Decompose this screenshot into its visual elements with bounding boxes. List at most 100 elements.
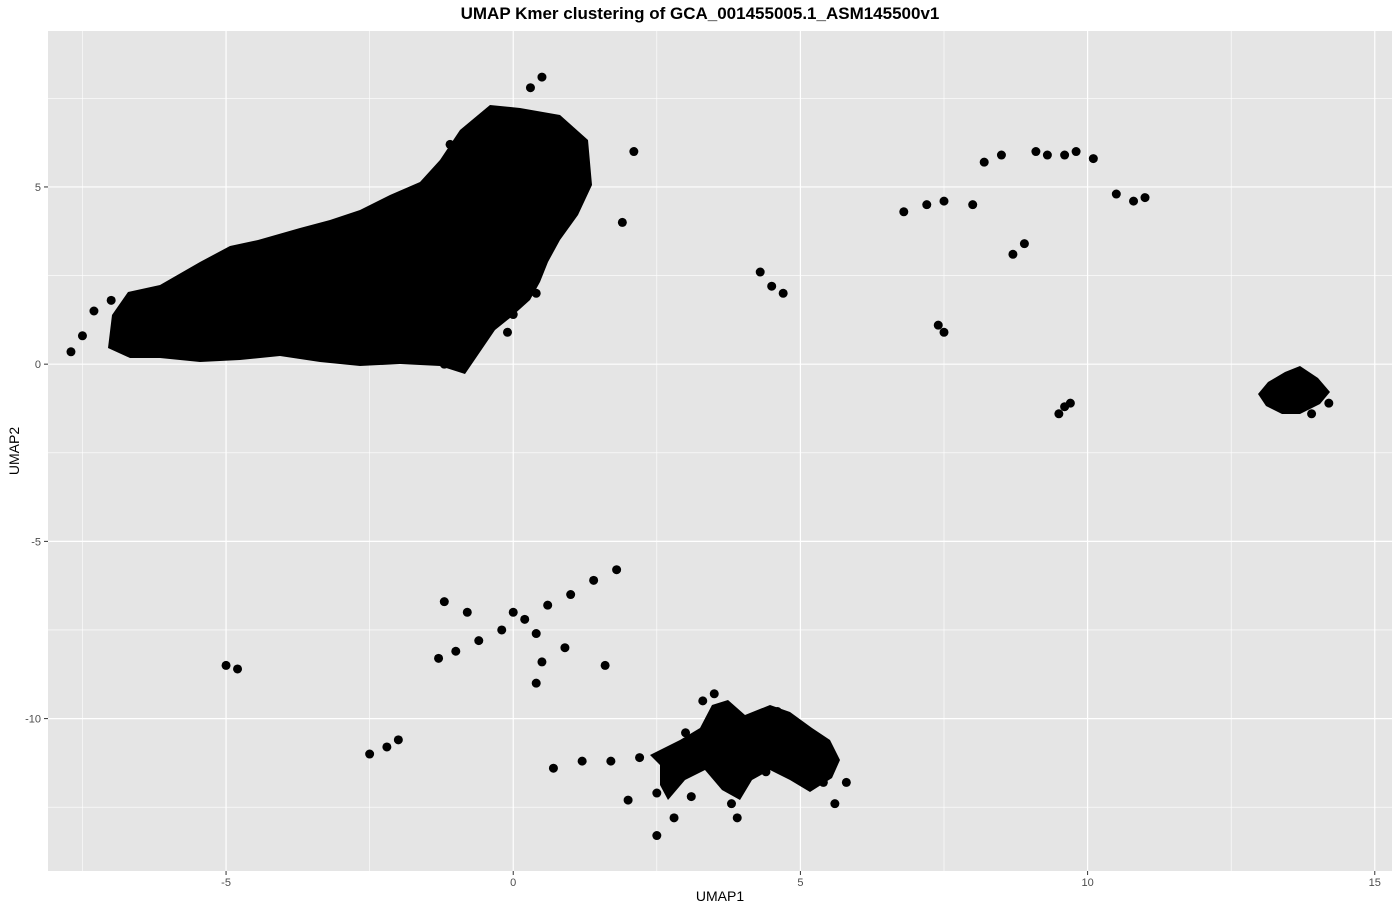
data-point [531, 288, 541, 298]
data-point [772, 707, 782, 717]
data-points [66, 72, 1334, 841]
data-point [1295, 373, 1305, 383]
data-point [244, 338, 254, 348]
data-point [187, 274, 197, 284]
data-point [135, 317, 145, 327]
data-point [749, 735, 759, 745]
data-point [77, 331, 87, 341]
y-tick-label: 0 [35, 359, 41, 371]
x-tick-label: 0 [510, 877, 516, 889]
main-cluster-blob [108, 105, 592, 374]
data-point [118, 338, 128, 348]
data-point [324, 232, 334, 242]
data-point [497, 625, 507, 635]
x-tick-label: 10 [1081, 877, 1093, 889]
data-point [709, 689, 719, 699]
data-point [1324, 398, 1334, 408]
data-point [393, 735, 403, 745]
data-point [1071, 147, 1081, 157]
axes: -5 0 5 10 15 -10 -5 0 5 [25, 182, 1381, 889]
data-point [497, 196, 507, 206]
data-point [612, 565, 622, 575]
data-point [761, 767, 771, 777]
data-point [1272, 391, 1282, 401]
data-point [531, 629, 541, 639]
data-point [439, 597, 449, 607]
data-point [577, 756, 587, 766]
data-point [336, 317, 346, 327]
data-point [807, 745, 817, 755]
data-point [152, 288, 162, 298]
data-point [451, 168, 461, 178]
data-point [560, 643, 570, 653]
data-point [767, 281, 777, 291]
data-point [520, 614, 530, 624]
data-point [508, 607, 518, 617]
y-tick-label: -5 [31, 536, 41, 548]
data-point [434, 653, 444, 663]
data-point [841, 777, 851, 787]
data-point [508, 310, 518, 320]
data-point [658, 749, 668, 759]
data-point [175, 302, 185, 312]
data-point [1008, 249, 1018, 259]
data-point [543, 175, 553, 185]
data-point [502, 327, 512, 337]
y-axis-label: UMAP2 [6, 426, 22, 476]
data-point [933, 320, 943, 330]
data-point [606, 756, 616, 766]
data-point [164, 345, 174, 355]
data-point [600, 660, 610, 670]
data-point [445, 139, 455, 149]
data-point [652, 788, 662, 798]
data-point [1111, 189, 1121, 199]
data-point [669, 813, 679, 823]
data-point [704, 742, 714, 752]
x-axis-label: UMAP1 [695, 888, 745, 904]
data-point [537, 72, 547, 82]
data-point [726, 799, 736, 809]
data-point [278, 267, 288, 277]
data-point [554, 210, 564, 220]
data-point [485, 111, 495, 121]
data-point [1019, 239, 1029, 249]
right-cluster-blob [1258, 366, 1330, 414]
data-point [365, 749, 375, 759]
data-point [531, 678, 541, 688]
data-point [439, 359, 449, 369]
data-point [1065, 398, 1075, 408]
x-tick-label: -5 [221, 877, 231, 889]
data-point [1140, 193, 1150, 203]
data-point [1289, 380, 1299, 390]
data-point [405, 302, 415, 312]
data-point [462, 607, 472, 617]
data-point [629, 147, 639, 157]
data-point [681, 728, 691, 738]
data-point [738, 749, 748, 759]
bottom-cluster-blob [650, 700, 840, 800]
data-point [313, 288, 323, 298]
data-point [233, 281, 243, 291]
data-point [233, 664, 243, 674]
data-point [416, 189, 426, 199]
data-point [778, 288, 788, 298]
data-point [755, 267, 765, 277]
data-point [451, 646, 461, 656]
data-point [1129, 196, 1139, 206]
data-point [256, 253, 266, 263]
data-point [686, 792, 696, 802]
data-point [1031, 147, 1041, 157]
data-point [525, 83, 535, 93]
data-point [1284, 402, 1294, 412]
data-point [491, 154, 501, 164]
data-point [428, 239, 438, 249]
data-point [301, 246, 311, 256]
data-point [1301, 395, 1311, 405]
data-point [698, 696, 708, 706]
x-tick-label: 15 [1369, 877, 1381, 889]
y-tick-label: -10 [25, 714, 41, 726]
y-tick-label: 5 [35, 182, 41, 194]
data-point [652, 831, 662, 841]
data-point [548, 763, 558, 773]
data-point [531, 232, 541, 242]
